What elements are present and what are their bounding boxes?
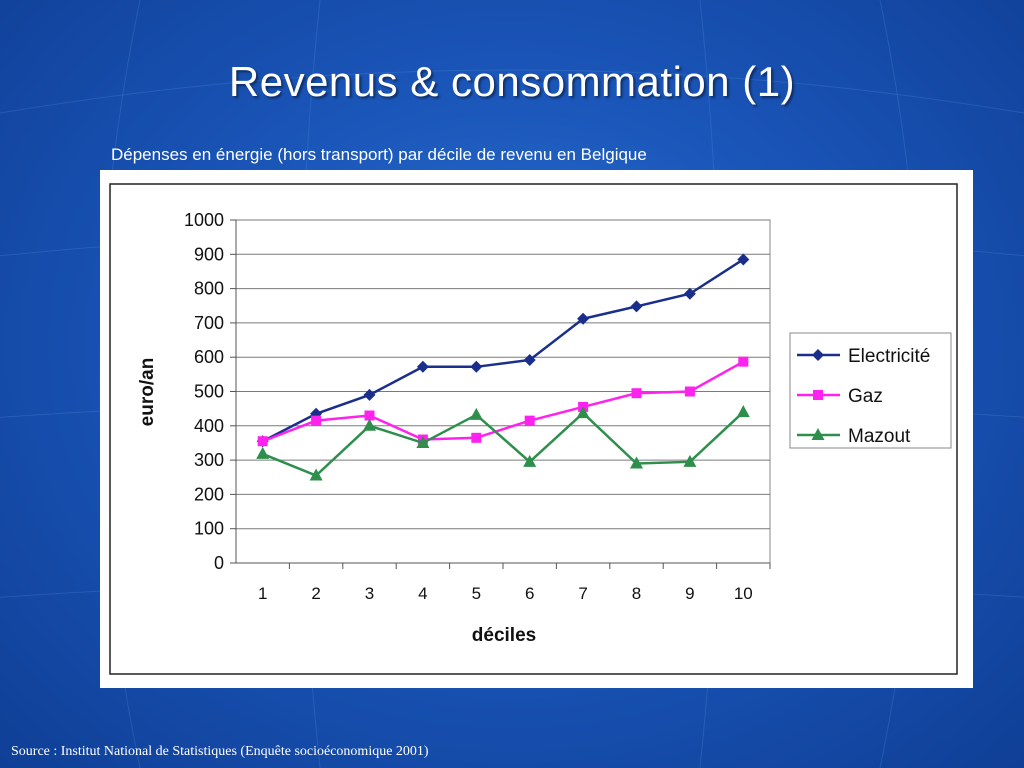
data-point-gaz [257, 436, 268, 447]
series-lines [256, 253, 750, 481]
series-line-gaz [262, 360, 744, 443]
x-axis-label: déciles [472, 625, 536, 646]
data-point-mazout [256, 446, 270, 459]
y-tick-label: 100 [194, 519, 224, 539]
x-tick-label: 4 [418, 584, 427, 603]
source-note: Source : Institut National de Statistiqu… [11, 744, 429, 759]
x-tick-label: 5 [472, 584, 481, 603]
x-tick-label: 6 [525, 584, 534, 603]
x-axis-ticks: 1 2 3 4 5 6 7 8 9 10 [236, 562, 771, 603]
legend-label-mazout: Mazout [848, 426, 911, 447]
data-point-gaz [364, 410, 375, 421]
data-point-electricite [630, 300, 643, 313]
legend-marker-mazout [811, 428, 825, 440]
y-tick-label: 600 [194, 347, 224, 367]
y-tick-label: 500 [194, 382, 224, 402]
data-point-mazout [630, 456, 643, 469]
legend-label-electricite: Electricité [848, 346, 930, 367]
chart-panel: 0 100 200 300 400 500 600 700 800 900 1000 1 2 3 4 5 6 7… [100, 170, 973, 688]
x-tick-label: 9 [685, 584, 694, 603]
x-tick-label: 2 [311, 584, 320, 603]
data-point-mazout [683, 454, 697, 467]
data-point-electricite [737, 253, 750, 266]
x-tick-label: 1 [258, 584, 267, 603]
series-line-mazout [262, 411, 745, 477]
data-point-electricite [683, 287, 696, 300]
legend-label-gaz: Gaz [848, 386, 883, 407]
data-point-gaz [684, 386, 695, 397]
legend-marker-electricite [812, 349, 824, 361]
data-point-electricite [577, 312, 590, 325]
chart-border [109, 183, 958, 675]
data-point-mazout [469, 407, 483, 420]
data-point-mazout [416, 435, 430, 448]
data-point-gaz [311, 415, 322, 426]
y-axis-ticks: 0 100 200 300 400 500 600 700 800 900 1000 [184, 210, 237, 573]
chart-subtitle: Dépenses en énergie (hors transport) par… [111, 145, 647, 164]
data-point-gaz [738, 356, 749, 367]
y-tick-label: 0 [214, 553, 224, 573]
data-point-gaz [471, 432, 482, 443]
series-line-electricite [262, 258, 744, 443]
x-tick-label: 8 [632, 584, 641, 603]
slide-title: Revenus & consommation (1) [228, 58, 796, 105]
data-point-electricite [416, 360, 429, 373]
data-point-mazout [363, 418, 376, 431]
gridlines [236, 219, 770, 530]
y-tick-label: 400 [194, 416, 224, 436]
data-point-electricite [523, 353, 536, 366]
data-point-gaz [631, 388, 642, 399]
y-tick-label: 200 [194, 484, 224, 504]
data-point-mazout [523, 454, 537, 467]
y-tick-label: 800 [194, 279, 224, 299]
data-point-mazout [309, 468, 323, 481]
x-tick-label: 10 [734, 584, 753, 603]
data-point-mazout [736, 405, 750, 418]
x-tick-label: 3 [365, 584, 374, 603]
x-tick-label: 7 [578, 584, 587, 603]
data-point-gaz [524, 415, 535, 426]
data-point-electricite [363, 388, 376, 401]
y-tick-label: 1000 [184, 210, 224, 230]
y-tick-label: 700 [194, 313, 224, 333]
data-point-electricite [470, 360, 483, 373]
legend: Electricité Gaz Mazout [789, 332, 952, 449]
legend-marker-gaz [813, 390, 823, 400]
line-chart: 0 100 200 300 400 500 600 700 800 900 1000 1 2 3 4 5 6 7… [109, 183, 958, 675]
y-tick-label: 300 [194, 450, 224, 470]
data-point-mazout [576, 406, 590, 419]
y-axis-label: euro/an [137, 358, 158, 427]
y-tick-label: 900 [194, 244, 224, 264]
